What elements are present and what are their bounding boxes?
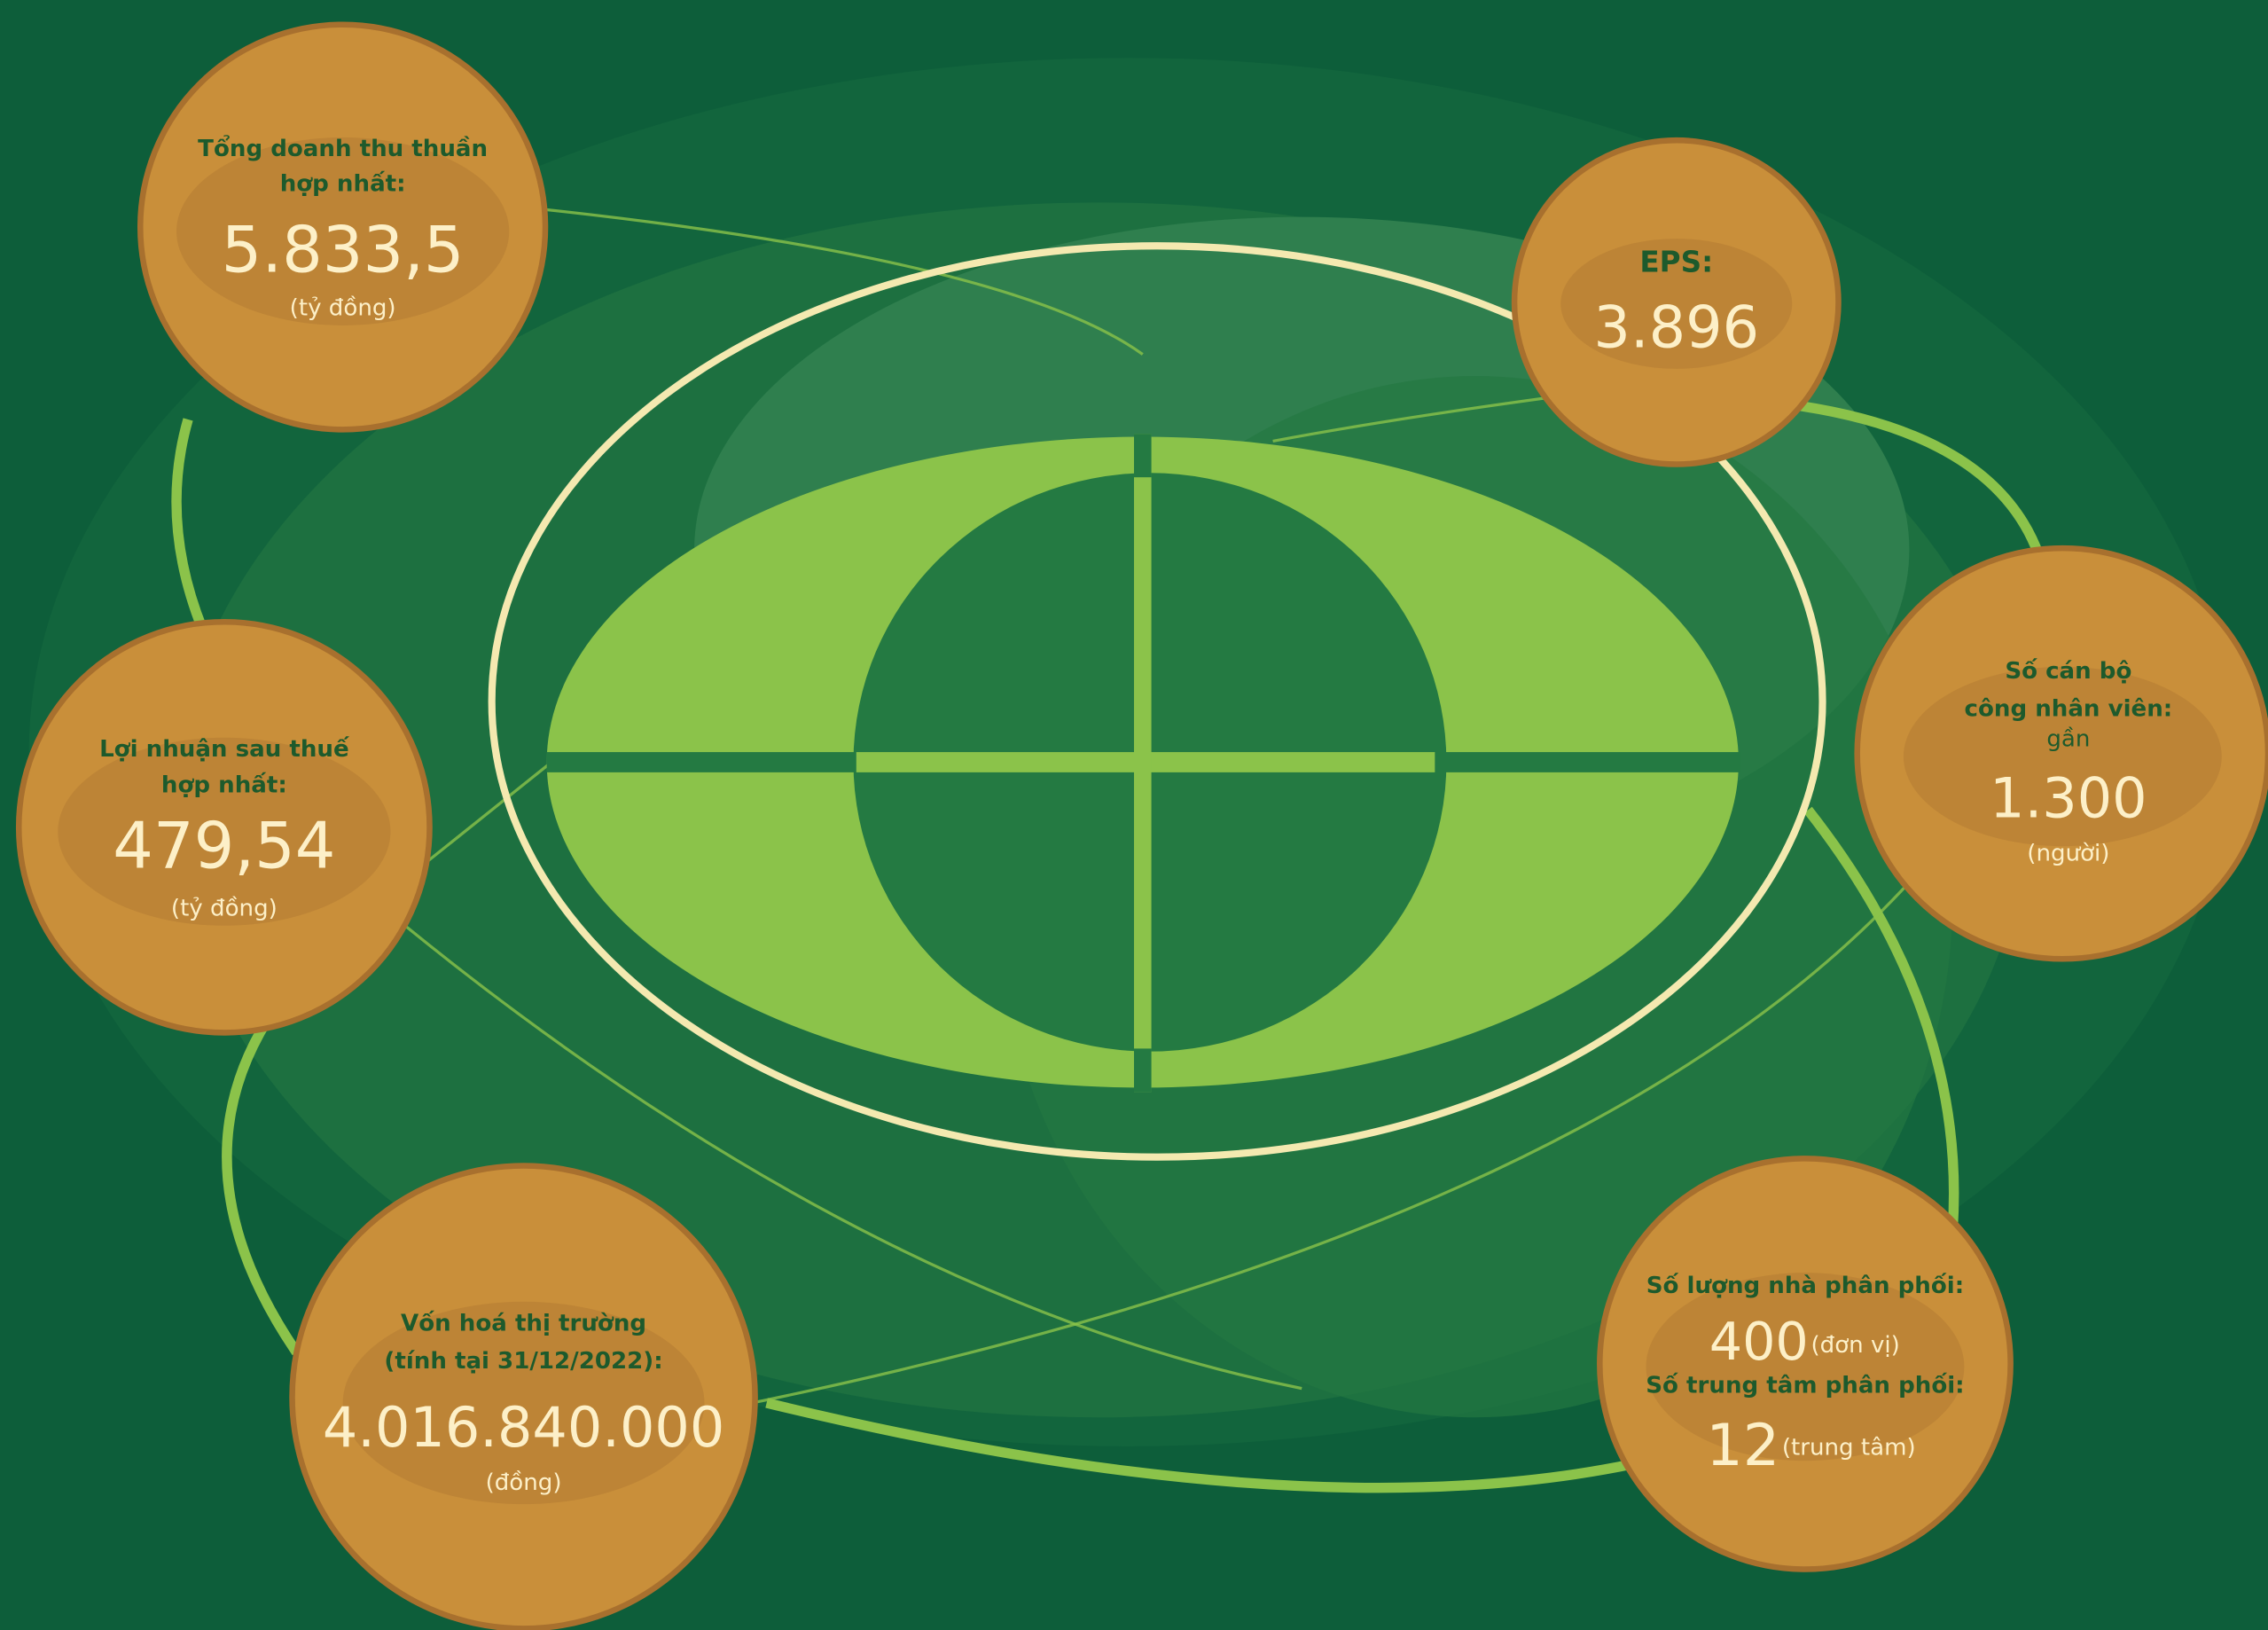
connector bbox=[403, 924, 1302, 1391]
connector bbox=[171, 418, 207, 631]
metric-card: Số lượng nhà phân phối: 400 (đơn vị) Số … bbox=[1597, 1156, 2014, 1572]
metric-card: EPS: 3.896 bbox=[1511, 137, 1842, 467]
connector bbox=[222, 1016, 301, 1356]
label: hợp nhất: bbox=[280, 169, 406, 197]
unit: (tỷ đồng) bbox=[171, 895, 278, 921]
unit: (đồng) bbox=[486, 1469, 562, 1496]
label: EPS: bbox=[1639, 246, 1713, 279]
label: Vốn hoá thị trường bbox=[401, 1309, 646, 1336]
value: 1.300 bbox=[1990, 765, 2147, 830]
metric-card: Số cán bộ công nhân viên: gần 1.300 (ngư… bbox=[1854, 545, 2268, 962]
value: 479,54 bbox=[113, 809, 335, 883]
label: Tổng doanh thu thuần bbox=[198, 133, 488, 162]
label: Số trung tâm phân phối: bbox=[1646, 1372, 1964, 1399]
value: 3.896 bbox=[1593, 294, 1759, 361]
value: 400 bbox=[1709, 1311, 1809, 1372]
connector bbox=[765, 1398, 1636, 1493]
value: 5.833,5 bbox=[222, 213, 465, 287]
metric-card: Tổng doanh thu thuần hợp nhất: 5.833,5 (… bbox=[137, 21, 549, 433]
unit: (đơn vị) bbox=[1810, 1332, 1899, 1359]
value: 4.016.840.000 bbox=[323, 1395, 724, 1460]
globe-line bbox=[1134, 434, 1152, 1093]
orbit bbox=[488, 242, 1826, 1161]
label: hợp nhất: bbox=[161, 772, 287, 799]
label: công nhân viên: bbox=[1965, 695, 2173, 722]
unit: (trung tâm) bbox=[1782, 1435, 1916, 1462]
qualifier: gần bbox=[2046, 726, 2090, 753]
label: Lợi nhuận sau thuế bbox=[99, 735, 349, 763]
metric-card: Lợi nhuận sau thuế hợp nhất: 479,54 (tỷ … bbox=[15, 619, 433, 1036]
label: Số lượng nhà phân phối: bbox=[1646, 1272, 1964, 1299]
value: 12 bbox=[1706, 1412, 1779, 1479]
unit: (tỷ đồng) bbox=[290, 295, 396, 322]
metric-card: Vốn hoá thị trường (tính tại 31/12/2022)… bbox=[289, 1163, 758, 1630]
globe-line bbox=[1134, 434, 1152, 478]
connector bbox=[418, 750, 566, 869]
connector bbox=[1803, 806, 1959, 1230]
connector bbox=[1793, 399, 2045, 559]
label: Số cán bộ bbox=[2005, 657, 2131, 685]
unit: (người) bbox=[2027, 840, 2109, 866]
label: (tính tại 31/12/2022): bbox=[384, 1348, 662, 1375]
connector bbox=[1272, 396, 1548, 443]
globe-line bbox=[1134, 1048, 1152, 1093]
connector bbox=[751, 881, 1911, 1405]
